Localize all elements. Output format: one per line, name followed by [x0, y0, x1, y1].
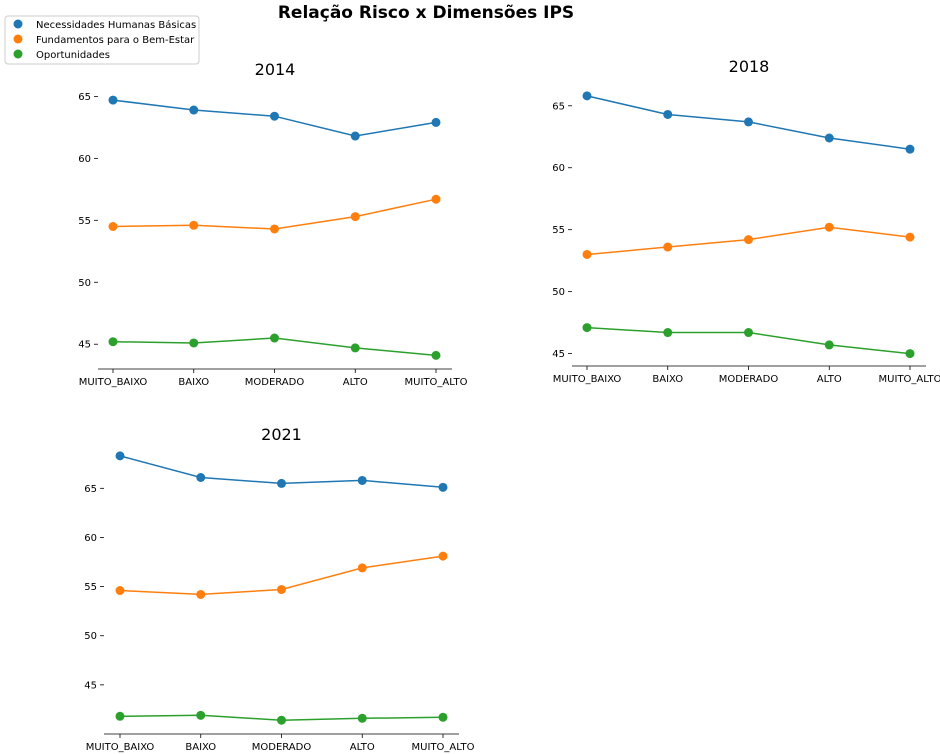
- y-tick-label: 60: [78, 154, 91, 165]
- data-point-oportunidades: [115, 711, 125, 721]
- panel-2021: 2021 MUITO_BAIXO BAIXO MODERADO ALTO MUITO_AL…: [84, 425, 474, 753]
- data-point-fundamentos: [663, 242, 673, 252]
- data-point-fundamentos: [905, 232, 915, 242]
- data-point-oportunidades: [277, 715, 286, 725]
- y-tick-label: 55: [552, 225, 565, 236]
- data-point-oportunidades: [744, 328, 753, 338]
- panel-2014: 2014 MUITO_BAIXO BAIXO MODERADO ALTO MUITO_AL…: [78, 60, 467, 388]
- data-point-necessidades: [744, 117, 753, 127]
- data-point-oportunidades: [189, 338, 199, 348]
- data-point-oportunidades: [438, 712, 448, 722]
- data-point-necessidades: [582, 91, 592, 101]
- legend-label-necessidades: Necessidades Humanas Básicas: [36, 19, 196, 31]
- data-point-fundamentos: [189, 220, 199, 230]
- data-point-necessidades: [663, 109, 673, 119]
- data-point-fundamentos: [582, 249, 592, 259]
- data-point-oportunidades: [663, 328, 673, 338]
- data-point-fundamentos: [824, 222, 834, 232]
- legend-label-fundamentos: Fundamentos para o Bem-Estar: [36, 35, 195, 46]
- data-point-necessidades: [277, 478, 286, 488]
- y-tick-label: 65: [78, 92, 91, 103]
- legend-marker-oportunidades: [13, 49, 23, 59]
- legend: Necessidades Humanas Básicas Fundamentos…: [4, 15, 200, 65]
- data-point-necessidades: [189, 105, 199, 115]
- y-tick-label: 50: [552, 287, 565, 298]
- y-tick-label: 45: [552, 349, 565, 360]
- legend-label-oportunidades: Oportunidades: [36, 50, 110, 61]
- x-tick-label: ALTO: [343, 377, 368, 388]
- data-point-oportunidades: [357, 713, 367, 723]
- data-point-fundamentos: [277, 585, 286, 595]
- data-point-necessidades: [115, 451, 125, 461]
- data-point-oportunidades: [350, 343, 360, 353]
- data-point-fundamentos: [744, 235, 753, 245]
- data-point-necessidades: [431, 117, 441, 127]
- y-tick-label: 60: [552, 163, 565, 174]
- legend-marker-necessidades: [13, 19, 23, 29]
- data-point-fundamentos: [357, 563, 367, 573]
- data-point-necessidades: [905, 144, 915, 154]
- data-point-oportunidades: [905, 349, 915, 359]
- x-tick-label: MODERADO: [719, 374, 779, 385]
- panel-2018: 2018 MUITO_BAIXO BAIXO MODERADO ALTO MUITO_AL…: [552, 57, 940, 385]
- data-point-fundamentos: [438, 551, 448, 561]
- data-point-fundamentos: [270, 224, 279, 234]
- panel-title: 2014: [255, 60, 296, 79]
- y-tick-label: 50: [78, 278, 91, 289]
- data-point-necessidades: [357, 475, 367, 485]
- chart-title: Relação Risco x Dimensões IPS: [278, 3, 574, 23]
- data-point-necessidades: [270, 111, 279, 121]
- x-tick-label: ALTO: [350, 742, 375, 753]
- data-point-fundamentos: [196, 589, 206, 599]
- data-point-oportunidades: [108, 337, 118, 347]
- data-point-fundamentos: [115, 586, 125, 596]
- y-tick-label: 65: [552, 101, 565, 112]
- x-tick-label: BAIXO: [178, 377, 209, 388]
- x-tick-label: ALTO: [817, 374, 842, 385]
- panel-title: 2018: [729, 57, 770, 76]
- data-point-oportunidades: [196, 710, 206, 720]
- data-point-oportunidades: [582, 323, 592, 333]
- y-tick-label: 50: [84, 631, 97, 642]
- data-point-fundamentos: [431, 194, 441, 204]
- x-tick-label: MUITO_ALTO: [405, 377, 468, 388]
- x-tick-label: MUITO_ALTO: [879, 374, 940, 385]
- legend-frame: [4, 15, 200, 65]
- y-tick-label: 45: [84, 680, 97, 691]
- y-tick-label: 65: [84, 484, 97, 495]
- y-tick-label: 60: [84, 533, 97, 544]
- y-tick-label: 45: [78, 340, 91, 351]
- data-point-oportunidades: [824, 340, 834, 350]
- data-point-oportunidades: [431, 350, 441, 360]
- x-tick-label: MODERADO: [245, 377, 305, 388]
- data-point-necessidades: [196, 473, 206, 482]
- y-tick-label: 55: [78, 216, 91, 227]
- panel-title: 2021: [261, 425, 302, 444]
- x-tick-label: MUITO_BAIXO: [79, 377, 148, 388]
- x-tick-label: MUITO_BAIXO: [553, 374, 622, 385]
- data-point-oportunidades: [270, 333, 279, 343]
- data-point-necessidades: [824, 133, 834, 143]
- data-point-fundamentos: [350, 212, 360, 222]
- x-tick-label: BAIXO: [185, 742, 216, 753]
- y-tick-label: 55: [84, 582, 97, 593]
- x-tick-label: MUITO_BAIXO: [86, 742, 155, 753]
- x-tick-label: MODERADO: [252, 742, 312, 753]
- data-point-necessidades: [350, 131, 360, 141]
- data-point-necessidades: [438, 482, 448, 492]
- data-point-necessidades: [108, 95, 118, 105]
- x-tick-label: MUITO_ALTO: [412, 742, 475, 753]
- data-point-fundamentos: [108, 222, 118, 231]
- legend-marker-fundamentos: [13, 34, 23, 44]
- x-tick-label: BAIXO: [652, 374, 683, 385]
